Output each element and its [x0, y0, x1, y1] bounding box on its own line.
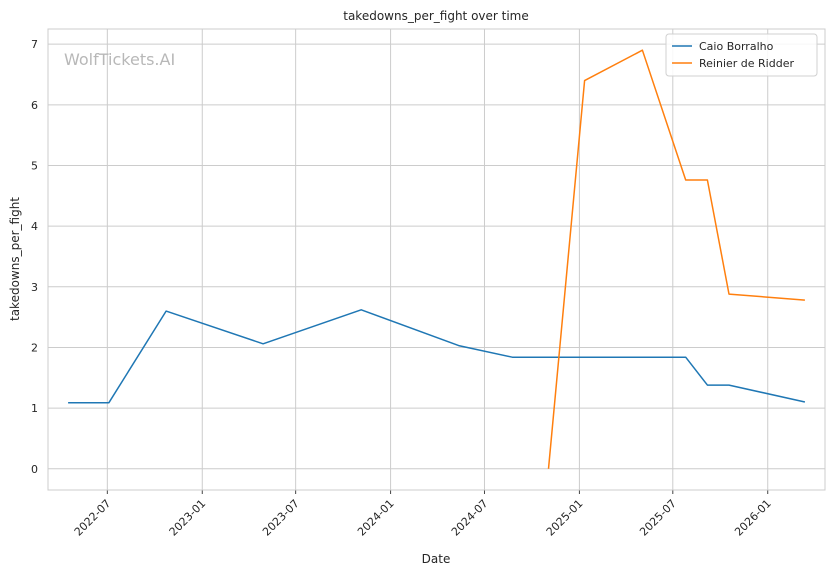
legend-label: Reinier de Ridder	[699, 57, 794, 70]
x-axis-label: Date	[422, 552, 451, 566]
plot-area	[48, 29, 825, 490]
y-tick-label: 2	[31, 341, 38, 354]
y-tick-label: 0	[31, 463, 38, 476]
watermark-text: WolfTickets.AI	[64, 50, 175, 69]
legend: Caio Borralho Reinier de Ridder	[665, 33, 818, 77]
y-tick-label: 7	[31, 38, 38, 51]
y-tick-label: 6	[31, 99, 38, 112]
legend-label: Caio Borralho	[699, 40, 774, 53]
series-line-1	[547, 49, 805, 469]
legend-box	[665, 33, 818, 77]
y-tick-label: 3	[31, 281, 38, 294]
plot-frame	[47, 28, 826, 491]
y-tick-label: 5	[31, 159, 38, 172]
series-line-0	[68, 309, 806, 404]
grid-lines	[48, 29, 825, 490]
y-tick-label: 1	[31, 402, 38, 415]
chart-title: takedowns_per_fight over time	[343, 9, 529, 23]
y-axis-label: takedowns_per_fight	[8, 197, 22, 321]
y-axis-ticks: 0 1 2 3 4 5 6 7	[31, 38, 38, 476]
series-lines	[68, 49, 806, 469]
y-tick-label: 4	[31, 220, 38, 233]
